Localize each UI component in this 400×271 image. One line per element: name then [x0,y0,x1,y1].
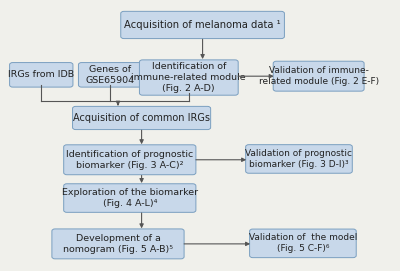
Text: Identification of prognostic
biomarker (Fig. 3 A-C)²: Identification of prognostic biomarker (… [66,150,194,170]
FancyBboxPatch shape [246,145,352,173]
Text: Development of a
nomogram (Fig. 5 A-B)⁵: Development of a nomogram (Fig. 5 A-B)⁵ [63,234,173,254]
Text: Identification of
immune-related module
(Fig. 2 A-D): Identification of immune-related module … [132,62,246,93]
FancyBboxPatch shape [64,145,196,175]
FancyBboxPatch shape [121,11,284,38]
Text: Genes of
GSE65904: Genes of GSE65904 [86,65,135,85]
FancyBboxPatch shape [250,229,356,258]
FancyBboxPatch shape [10,63,73,87]
Text: Acquisition of melanoma data ¹: Acquisition of melanoma data ¹ [124,20,281,30]
Text: Validation of  the model
(Fig. 5 C-F)⁶: Validation of the model (Fig. 5 C-F)⁶ [249,233,357,253]
FancyBboxPatch shape [52,229,184,259]
Text: Exploration of the biomarker
(Fig. 4 A-L)⁴: Exploration of the biomarker (Fig. 4 A-L… [62,188,198,208]
FancyBboxPatch shape [273,61,364,91]
Text: Acquisition of common IRGs: Acquisition of common IRGs [73,113,210,123]
FancyBboxPatch shape [72,107,211,130]
FancyBboxPatch shape [78,63,142,87]
Text: Validation of prognostic
biomarker (Fig. 3 D-I)³: Validation of prognostic biomarker (Fig.… [246,149,352,169]
FancyBboxPatch shape [140,60,238,95]
Text: Validation of immune-
related module (Fig. 2 E-F): Validation of immune- related module (Fi… [258,66,379,86]
FancyBboxPatch shape [64,184,196,212]
Text: IRGs from IDB: IRGs from IDB [8,70,74,79]
